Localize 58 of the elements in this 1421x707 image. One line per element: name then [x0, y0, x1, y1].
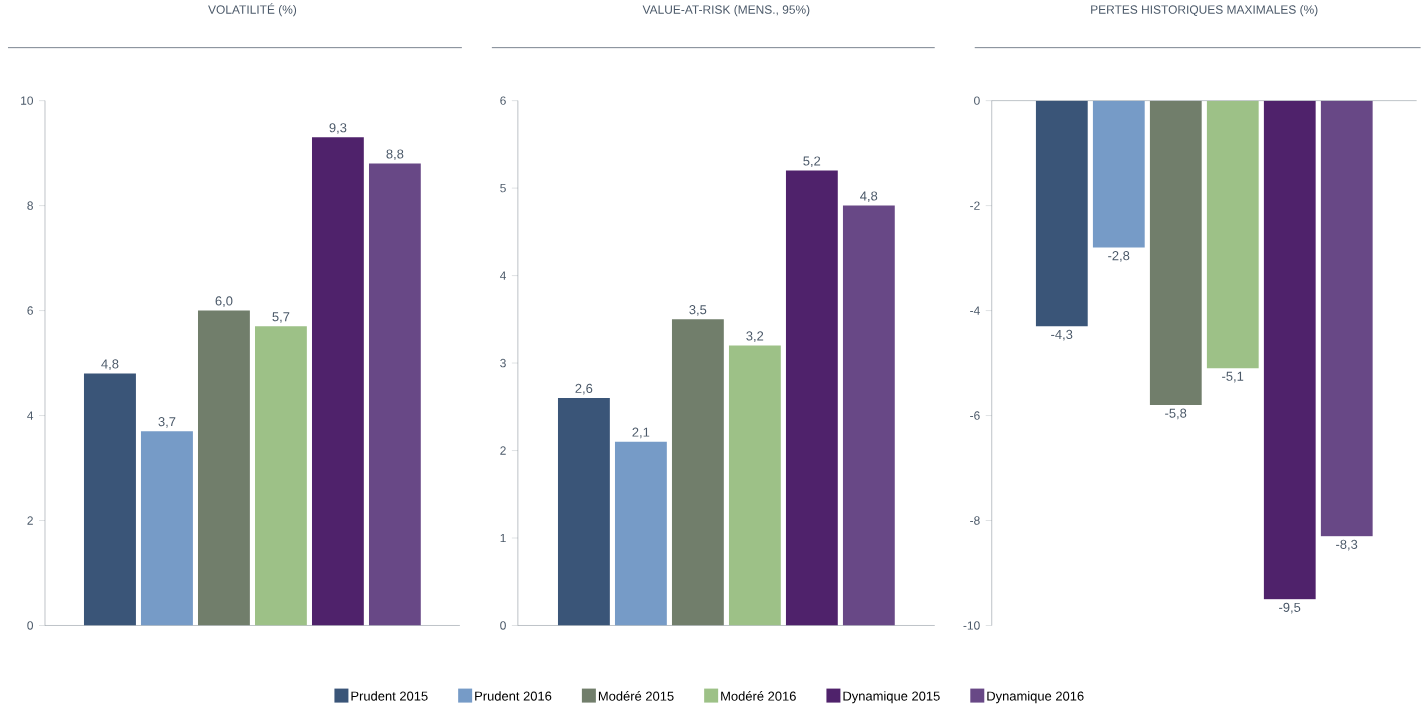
bar	[614, 441, 667, 626]
y-tick-label: -10	[963, 621, 980, 630]
chart-title: VOLATILITÉ (%)	[208, 3, 297, 16]
y-tick-label: 6	[27, 306, 33, 315]
data-label: 5,7	[272, 312, 290, 323]
y-tick-label: 2	[500, 446, 506, 455]
y-tick-label: 10	[21, 96, 34, 105]
bar	[557, 397, 610, 626]
y-tick-label: 0	[27, 621, 34, 630]
data-label: 8,8	[386, 149, 404, 160]
y-tick-label: 4	[27, 411, 34, 420]
bar	[842, 205, 895, 626]
data-label: 5,2	[803, 156, 821, 167]
y-tick-label: -4	[970, 306, 980, 315]
bar	[368, 163, 421, 626]
bar	[140, 431, 193, 626]
y-tick-label: 5	[500, 183, 506, 193]
data-label: 2,1	[632, 427, 650, 439]
data-label: -5,1	[1222, 371, 1244, 383]
bar	[254, 326, 307, 626]
bar	[728, 345, 781, 626]
y-tick-label: 2	[27, 516, 33, 525]
bar	[785, 170, 838, 626]
data-label: 6,0	[215, 296, 233, 307]
y-tick-label: 8	[27, 201, 33, 210]
legend-label: Prudent 2015	[351, 690, 428, 701]
legend-label: Dynamique 2015	[843, 690, 940, 703]
data-label: 4,8	[101, 359, 119, 370]
bar	[83, 373, 136, 626]
bar	[311, 137, 364, 626]
y-tick-label: 3	[500, 358, 506, 368]
chart-title: VALUE-AT-RISK (MENS., 95%)	[642, 4, 810, 16]
legend-label: Prudent 2016	[475, 690, 552, 701]
y-tick-label: 4	[499, 271, 506, 280]
y-tick-label: -2	[970, 201, 980, 210]
y-tick-label: 1	[500, 533, 506, 542]
data-label: -5,8	[1165, 408, 1187, 420]
y-tick-label: 0	[974, 96, 980, 105]
data-label: 3,5	[689, 304, 707, 316]
y-tick-label: -6	[970, 411, 980, 420]
bar	[671, 319, 724, 626]
data-label: -9,5	[1279, 602, 1301, 614]
chart-title: PERTES HISTORIQUES MAXIMALES (%)	[1091, 4, 1318, 16]
data-label: -2,8	[1108, 250, 1130, 262]
data-label: -4,3	[1051, 329, 1073, 341]
data-label: -8,3	[1336, 539, 1358, 551]
y-tick-label: 6	[500, 96, 506, 105]
data-label: 4,8	[860, 191, 878, 202]
data-label: 2,6	[575, 383, 593, 395]
legend-label: Modéré 2015	[598, 690, 674, 701]
data-label: 3,2	[746, 331, 764, 342]
legend-label: Dynamique 2016	[987, 690, 1084, 703]
legend-label: Modéré 2016	[721, 690, 796, 701]
data-label: 9,3	[329, 122, 347, 134]
y-tick-label: -8	[970, 516, 980, 525]
y-tick-label: 0	[500, 621, 506, 630]
data-label: 3,7	[158, 416, 176, 428]
bar	[197, 310, 250, 626]
